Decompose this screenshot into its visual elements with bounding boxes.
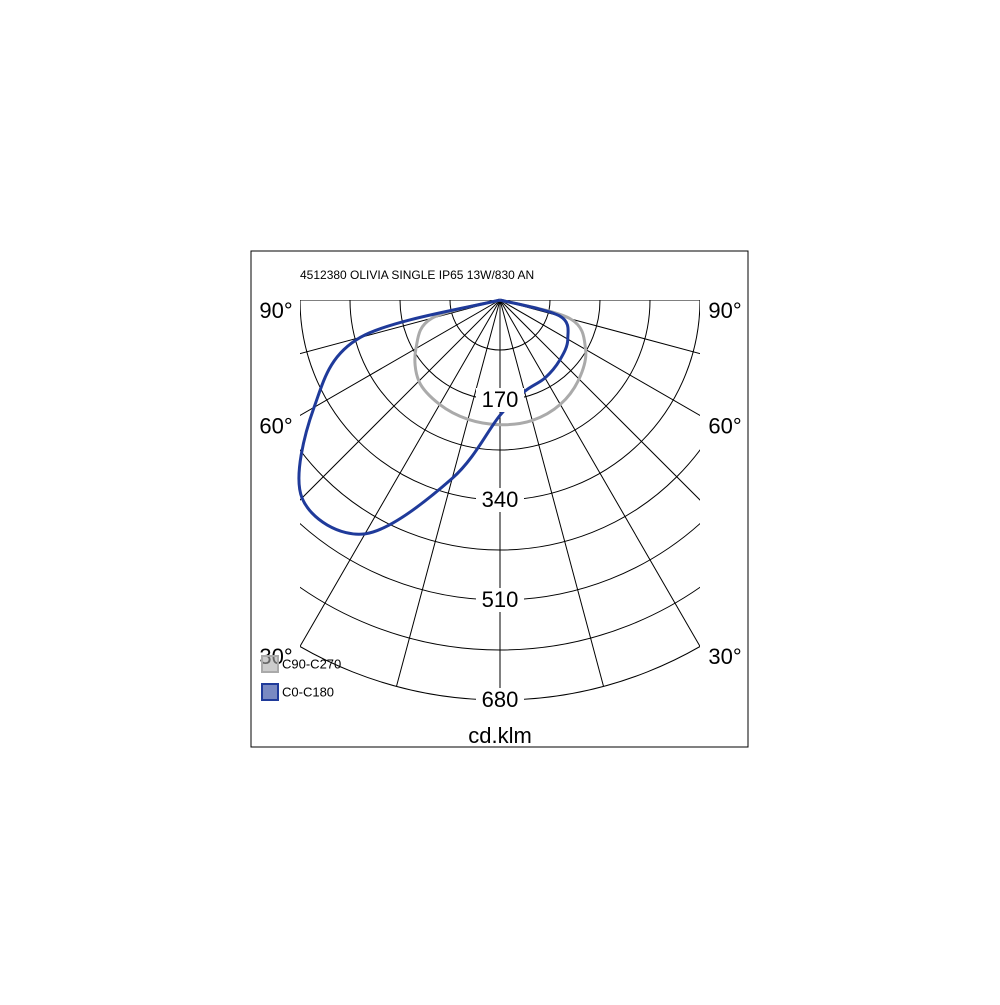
r-tick-label: 340 (482, 487, 519, 512)
spoke (499, 300, 700, 417)
r-tick-label: 170 (482, 387, 519, 412)
r-tick-bg (476, 488, 524, 512)
legend-swatch (261, 655, 279, 673)
spoke (300, 300, 501, 501)
r-tick-bg (476, 588, 524, 612)
angle-tick-label: 60° (259, 413, 292, 438)
spoke (499, 300, 700, 501)
spoke (499, 300, 700, 647)
legend-label: C0-C180 (282, 684, 334, 699)
spoke (300, 300, 501, 647)
legend-swatch (261, 683, 279, 701)
labels: 17034051068090°90°60°60°30°30°C90-C270C0… (259, 298, 742, 712)
unit-label: cd.klm (468, 723, 532, 748)
chart-title: 4512380 OLIVIA SINGLE IP65 13W/830 AN (300, 268, 534, 282)
spoke (499, 300, 605, 687)
angle-tick-label: 60° (708, 413, 741, 438)
intensity-curve (413, 298, 588, 427)
intensity-curve (297, 298, 570, 536)
angle-tick-label: 90° (708, 298, 741, 323)
angle-tick-label: 30° (708, 644, 741, 669)
r-tick-label: 510 (482, 587, 519, 612)
spoke (395, 300, 501, 687)
angle-tick-label: 90° (259, 298, 292, 323)
r-tick-bg (476, 688, 524, 712)
r-tick-bg (476, 388, 524, 412)
legend-label: C90-C270 (282, 656, 341, 671)
curves (297, 298, 588, 536)
spoke (300, 300, 501, 417)
r-tick-label: 680 (482, 687, 519, 712)
